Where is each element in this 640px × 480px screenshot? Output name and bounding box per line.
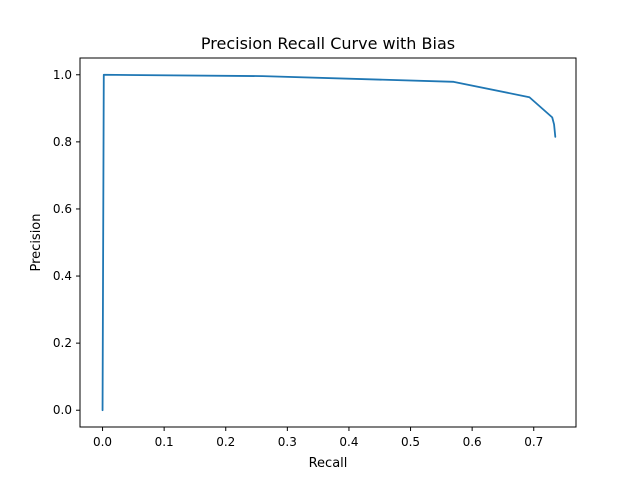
x-tick-label: 0.7 xyxy=(524,435,543,449)
precision-recall-series-line xyxy=(101,73,557,412)
x-axis-label: Recall xyxy=(309,456,348,471)
x-tick-label: 0.0 xyxy=(93,435,112,449)
x-axis-ticks: 0.0 0.1 0.2 0.3 0.4 0.5 0.6 0.7 xyxy=(93,427,543,449)
chart-title: Precision Recall Curve with Bias xyxy=(201,34,455,53)
series-layer xyxy=(101,73,557,412)
x-tick-label: 0.4 xyxy=(339,435,358,449)
x-tick-label: 0.2 xyxy=(216,435,235,449)
y-tick-label: 0.0 xyxy=(53,403,72,417)
y-tick-label: 0.6 xyxy=(53,202,72,216)
y-tick-label: 0.4 xyxy=(53,269,72,283)
y-tick-label: 1.0 xyxy=(53,68,72,82)
x-tick-label: 0.3 xyxy=(278,435,297,449)
y-axis-ticks: 0.0 0.2 0.4 0.6 0.8 1.0 xyxy=(53,68,80,417)
y-tick-label: 0.2 xyxy=(53,336,72,350)
x-tick-label: 0.6 xyxy=(463,435,482,449)
y-axis-label: Precision xyxy=(29,213,44,271)
x-tick-label: 0.1 xyxy=(155,435,174,449)
axes-frame xyxy=(79,57,577,428)
y-tick-label: 0.8 xyxy=(53,135,72,149)
x-tick-label: 0.5 xyxy=(401,435,420,449)
